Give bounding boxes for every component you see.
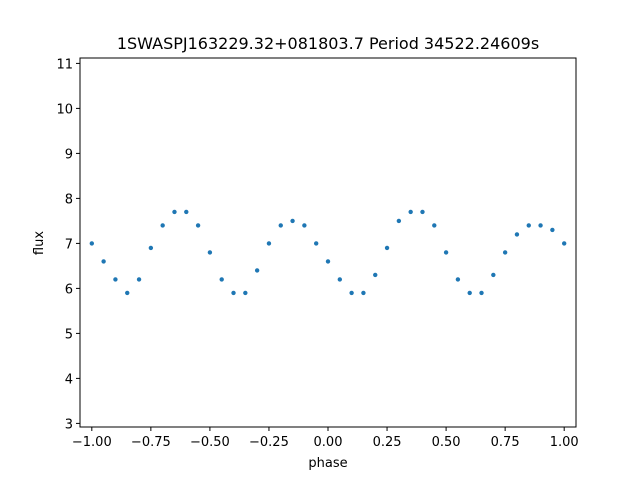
chart-title: 1SWASPJ163229.32+081803.7 Period 34522.2… xyxy=(117,34,539,53)
data-point xyxy=(325,259,331,264)
data-point xyxy=(455,277,461,282)
y-tick-label: 8 xyxy=(65,192,73,207)
data-point xyxy=(467,290,472,296)
data-point xyxy=(148,245,154,251)
data-point xyxy=(420,209,425,215)
data-point xyxy=(373,272,378,278)
data-point xyxy=(502,250,508,255)
x-tick-label: −1.00 xyxy=(72,435,112,450)
data-point xyxy=(561,241,567,246)
data-point xyxy=(396,218,402,224)
data-point xyxy=(243,290,248,296)
data-point xyxy=(231,290,236,296)
x-axis: −1.00 −0.75 −0.50 −0.25 0.00 0.25 0.50 0.75 1.00 xyxy=(72,427,579,450)
data-points xyxy=(89,209,567,296)
y-axis: 3 4 5 6 7 8 9 10 11 xyxy=(56,57,80,432)
y-tick-label: 6 xyxy=(65,282,73,297)
data-point xyxy=(113,277,118,282)
data-point xyxy=(254,268,260,273)
data-point xyxy=(160,223,165,228)
data-point xyxy=(125,290,130,296)
data-point xyxy=(538,223,543,228)
y-tick-label: 10 xyxy=(56,102,73,117)
data-point xyxy=(302,223,307,228)
data-point xyxy=(266,241,272,246)
data-point xyxy=(89,241,95,246)
x-tick-label: 0.00 xyxy=(314,435,343,450)
data-point xyxy=(361,290,366,296)
x-tick-label: −0.25 xyxy=(249,435,289,450)
data-point xyxy=(550,227,555,233)
data-point xyxy=(514,232,520,237)
data-point xyxy=(432,223,437,228)
x-tick-label: −0.75 xyxy=(131,435,171,450)
x-tick-label: 1.00 xyxy=(550,435,579,450)
data-point xyxy=(526,223,531,228)
data-point xyxy=(290,218,295,224)
data-point xyxy=(219,277,224,282)
x-tick-label: −0.50 xyxy=(190,435,230,450)
data-point xyxy=(172,209,177,215)
x-tick-label: 0.75 xyxy=(491,435,520,450)
y-tick-label: 7 xyxy=(65,237,73,252)
data-point xyxy=(491,272,496,278)
y-tick-label: 11 xyxy=(56,57,73,72)
data-point xyxy=(349,290,354,296)
data-point xyxy=(278,223,283,228)
data-point xyxy=(479,290,484,296)
x-tick-label: 0.25 xyxy=(373,435,402,450)
data-point xyxy=(101,259,106,264)
plot-area xyxy=(79,57,577,428)
x-tick-label: 0.50 xyxy=(432,435,461,450)
y-axis-label: flux xyxy=(32,231,47,255)
y-tick-label: 5 xyxy=(65,327,73,342)
data-point xyxy=(195,223,201,228)
data-point xyxy=(136,277,142,282)
data-point xyxy=(207,250,213,255)
data-point xyxy=(337,277,343,282)
data-point xyxy=(184,209,189,215)
data-point xyxy=(384,245,390,251)
y-tick-label: 9 xyxy=(65,147,73,162)
data-point xyxy=(443,250,449,255)
y-tick-label: 3 xyxy=(65,417,73,432)
plot-background xyxy=(80,58,576,427)
x-axis-label: phase xyxy=(308,456,347,471)
data-point xyxy=(313,241,319,246)
y-tick-label: 4 xyxy=(65,372,73,387)
data-point xyxy=(408,209,413,215)
